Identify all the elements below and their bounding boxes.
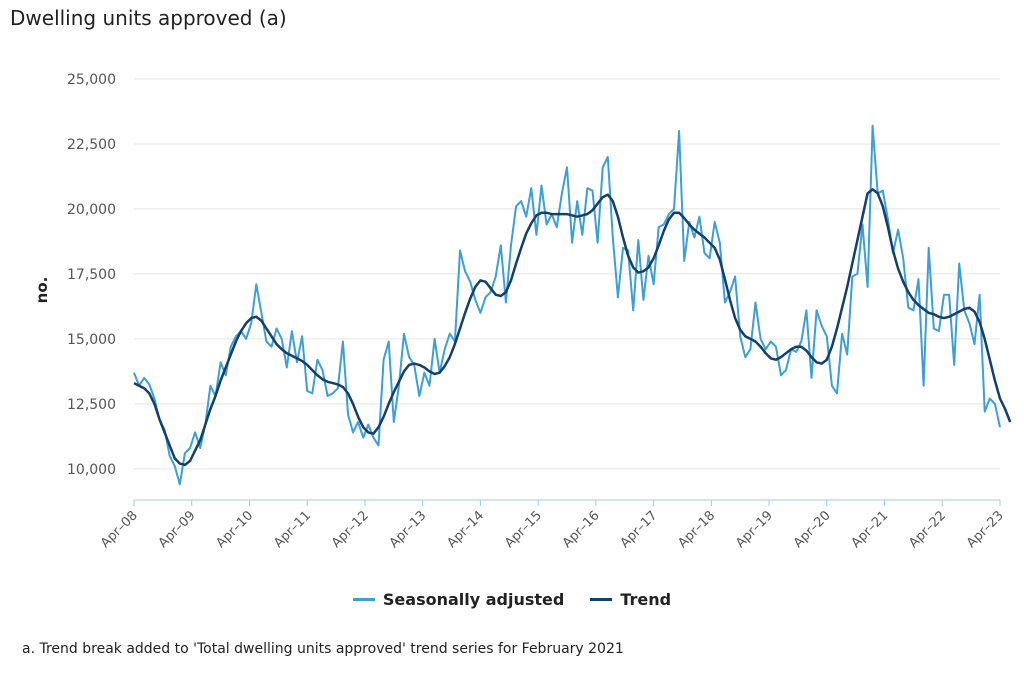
x-tick-label: Apr–09 [156, 508, 199, 551]
y-tick-label: 10,000 [67, 462, 116, 478]
y-tick-label: 17,500 [67, 267, 116, 283]
legend-item-seasonally-adjusted[interactable]: Seasonally adjusted [352, 590, 565, 609]
x-tick-label: Apr–13 [387, 508, 430, 551]
x-tick-label: Apr–16 [560, 508, 603, 551]
legend-swatch-trend [590, 598, 613, 601]
x-tick-label: Apr–19 [733, 508, 776, 551]
x-tick-label: Apr–21 [849, 508, 892, 551]
legend: Seasonally adjusted Trend [0, 590, 1024, 609]
x-axis-ticks: Apr–08 Apr–09 Apr–10 Apr–11 Apr–12 Apr–13 Apr–… [98, 500, 1007, 551]
gridlines [134, 78, 1000, 470]
footnote: a. Trend break added to 'Total dwelling … [22, 641, 624, 657]
legend-label-trend: Trend [620, 590, 672, 609]
x-tick-label: Apr–17 [618, 508, 661, 551]
x-tick-label: Apr–14 [444, 508, 487, 551]
y-axis-label: no. [33, 277, 51, 304]
x-tick-label: Apr–15 [502, 508, 545, 551]
legend-item-trend[interactable]: Trend [590, 590, 671, 609]
y-tick-label: 12,500 [67, 397, 116, 413]
y-tick-label: 22,500 [67, 137, 116, 153]
x-tick-label: Apr–08 [98, 508, 141, 551]
chart-title: Dwelling units approved (a) [10, 6, 287, 30]
x-tick-label: Apr–11 [271, 508, 314, 551]
x-tick-label: Apr–20 [791, 508, 834, 551]
legend-swatch-seasonally-adjusted [352, 598, 375, 601]
y-tick-label: 20,000 [67, 202, 116, 218]
x-tick-label: Apr–22 [906, 508, 949, 551]
y-tick-label: 25,000 [67, 72, 116, 88]
series-line-trend [133, 188, 1012, 467]
y-axis-ticks: 10,000 12,500 15,000 17,500 20,000 22,500 25,0… [67, 72, 116, 478]
y-tick-label: 15,000 [67, 332, 116, 348]
legend-label-seasonally-adjusted: Seasonally adjusted [382, 590, 565, 609]
chart-plot: 10,000 12,500 15,000 17,500 20,000 22,500 25,0… [33, 72, 1012, 551]
x-tick-label: Apr–12 [329, 508, 372, 551]
x-tick-label: Apr–23 [964, 508, 1007, 551]
x-tick-label: Apr–10 [213, 508, 256, 551]
x-tick-label: Apr–18 [675, 508, 718, 551]
series-line-seasonally-adjusted [133, 124, 1001, 486]
